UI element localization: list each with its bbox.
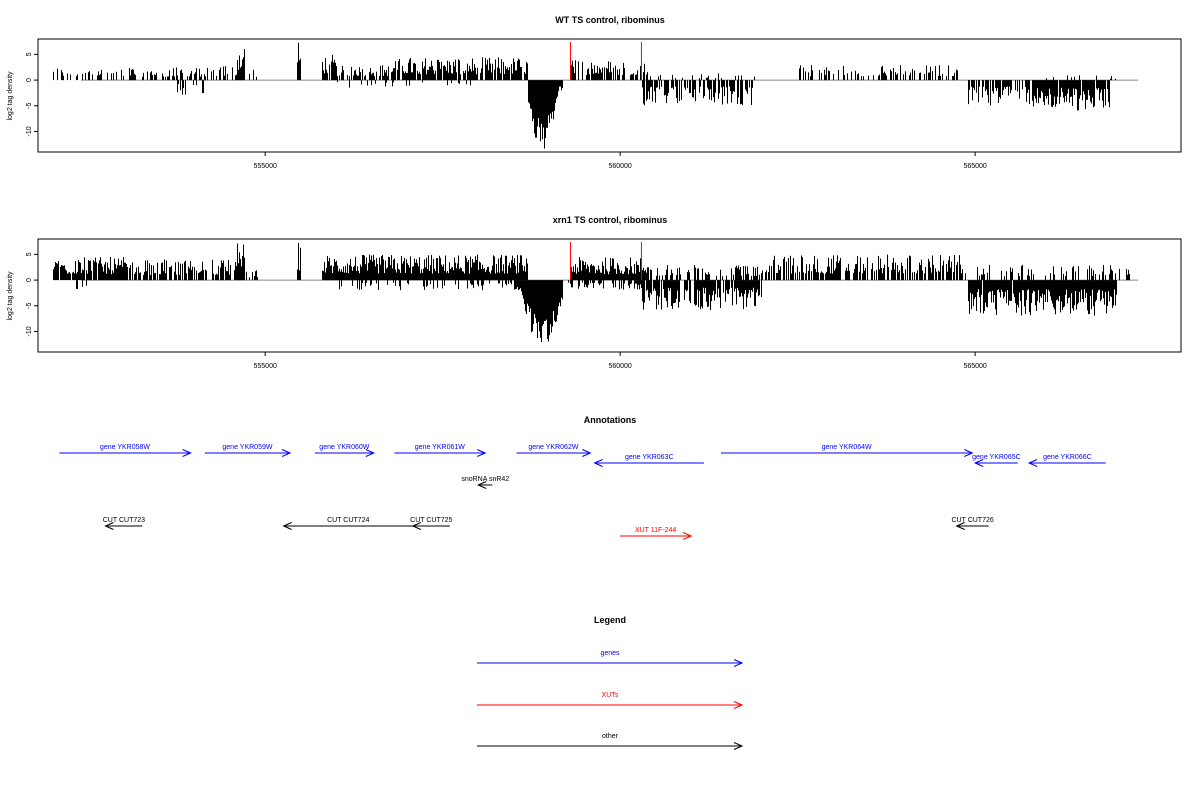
legend-title: Legend: [594, 615, 626, 625]
y-tick-label: -5: [26, 103, 33, 109]
feature-label: snoRNA snR42: [461, 476, 509, 483]
track-panel-wt: WT TS control, ribominus log2 tag densit…: [7, 15, 1182, 170]
feature-arrow-head: [281, 449, 292, 457]
feature-label: gene YKR061W: [415, 444, 465, 451]
x-tick-label: 565000: [963, 363, 986, 370]
feature-arrow-head: [104, 522, 114, 530]
feature-arrow-head: [182, 449, 192, 457]
feature-label: gene YKR059W: [222, 444, 272, 451]
x-tick-label: 560000: [608, 163, 631, 170]
x-tick-label: 555000: [254, 163, 277, 170]
coverage-bars: [53, 42, 1138, 149]
y-tick-label: 5: [26, 252, 33, 256]
y-tick-label: 0: [26, 78, 33, 82]
x-axis: 555000 560000 565000: [254, 152, 987, 170]
feature-arrow-head: [476, 481, 487, 489]
legend-arrow-head: [733, 742, 744, 750]
feature-label: CUT CUT723: [103, 517, 145, 524]
feature-arrows: gene YKR058W gene YKR059W gene YKR060W gene…: [59, 444, 1106, 540]
legend-label: XUTs: [602, 692, 619, 699]
feature-arrow-head: [955, 522, 965, 530]
feature-arrow-head: [964, 449, 974, 457]
plot-frame: [37, 38, 1182, 153]
feature-arrow-head: [282, 522, 292, 530]
feature-arrow-head: [411, 522, 422, 530]
legend: Legend genes XUTs other: [477, 615, 744, 750]
x-tick-label: 560000: [608, 363, 631, 370]
feature-label: gene YKR063C: [625, 454, 674, 461]
y-axis: 5 0 -5 -10: [26, 252, 38, 337]
feature-label: gene YKR060W: [319, 444, 369, 451]
y-axis-label: log2 tag density: [7, 71, 14, 121]
y-tick-label: 5: [26, 52, 33, 56]
legend-label: genes: [600, 650, 620, 657]
feature-arrow-head: [365, 449, 376, 457]
legend-items: genes XUTs other: [477, 650, 744, 750]
y-tick-label: 0: [26, 278, 33, 282]
y-tick-label: -10: [26, 326, 33, 336]
feature-label: CUT CUT725: [410, 517, 452, 524]
feature-arrow-head: [582, 449, 592, 457]
plot-frame: [37, 238, 1182, 353]
coverage-bars: [53, 242, 1138, 343]
feature-arrow-head: [973, 459, 984, 467]
feature-label: gene YKR065C: [972, 454, 1021, 461]
feature-arrow-head: [477, 449, 487, 457]
y-tick-label: -5: [26, 303, 33, 309]
feature-arrow-head: [593, 459, 603, 467]
feature-label: gene YKR064W: [822, 444, 872, 451]
feature-label: gene YKR058W: [100, 444, 150, 451]
feature-arrow-head: [1027, 459, 1038, 467]
legend-label: other: [602, 733, 619, 740]
y-tick-label: -10: [26, 126, 33, 136]
feature-label: CUT CUT724: [327, 517, 369, 524]
x-axis: 555000 560000 565000: [254, 352, 987, 370]
annotations-panel: Annotations gene YKR058W gene YKR059W gene…: [59, 415, 1106, 540]
legend-arrow-head: [733, 701, 744, 709]
feature-label: CUT CUT726: [951, 517, 993, 524]
feature-label: XUT 11F-244: [635, 527, 676, 534]
annotations-title: Annotations: [584, 415, 637, 425]
feature-arrow-head: [682, 532, 693, 540]
y-axis: 5 0 -5 -10: [26, 52, 38, 137]
feature-label: gene YKR066C: [1043, 454, 1092, 461]
y-axis-label: log2 tag density: [7, 271, 14, 321]
panel-title: xrn1 TS control, ribominus: [553, 215, 668, 225]
legend-arrow-head: [733, 659, 744, 667]
panel-title: WT TS control, ribominus: [555, 15, 665, 25]
track-panel-xrn1: xrn1 TS control, ribominus log2 tag dens…: [7, 215, 1182, 370]
x-tick-label: 555000: [254, 363, 277, 370]
feature-label: gene YKR062W: [528, 444, 578, 451]
x-tick-label: 565000: [963, 163, 986, 170]
